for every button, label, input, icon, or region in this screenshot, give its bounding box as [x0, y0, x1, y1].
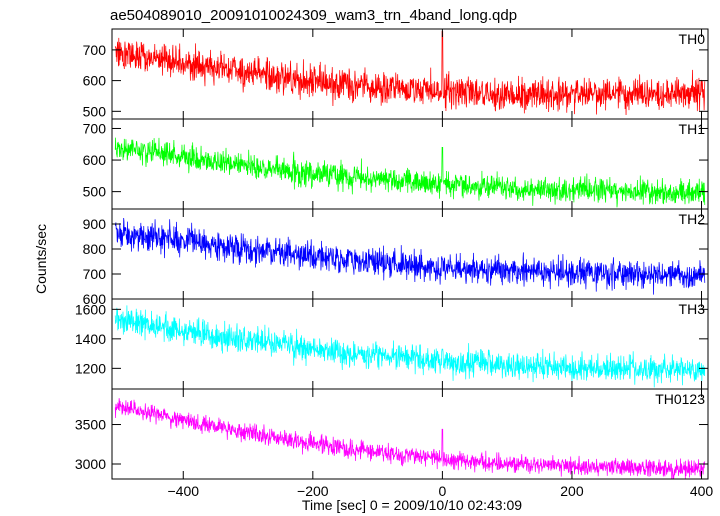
panel-frame-th0123 [111, 388, 709, 480]
series-line-th0 [114, 31, 706, 115]
series-line-th3 [114, 305, 706, 388]
y-tick-label: 700 [83, 42, 107, 58]
x-tick-label: −200 [297, 483, 329, 499]
series-line-th0123 [114, 398, 706, 479]
panel-group: 500 600 700 TH0 500 600 700 TH1 600 700 800 900 TH2 1… [75, 28, 714, 499]
panel-frame-th1 [111, 118, 709, 210]
panel-label-th3: TH3 [679, 301, 706, 317]
y-tick-label: 3500 [75, 417, 106, 433]
y-tick-label: 1400 [75, 331, 106, 347]
x-tick-label: 200 [560, 483, 584, 499]
x-axis-label: Time [sec] 0 = 2009/10/10 02:43:09 [302, 497, 522, 513]
y-tick-label: 500 [83, 103, 107, 119]
y-tick-label: 600 [83, 73, 107, 89]
y-tick-label: 900 [83, 216, 107, 232]
y-tick-label: 600 [83, 291, 107, 307]
panel-label-th2: TH2 [679, 211, 706, 227]
panel-label-th0: TH0 [679, 31, 706, 47]
series-line-th2 [114, 217, 706, 295]
y-tick-label: 600 [83, 152, 107, 168]
x-tick-label: 400 [690, 483, 714, 499]
y-tick-label: 1600 [75, 301, 106, 317]
x-tick-label: 0 [438, 483, 446, 499]
y-tick-label: 800 [83, 241, 107, 257]
y-tick-label: 500 [83, 184, 107, 200]
y-tick-label: 3000 [75, 456, 106, 472]
y-tick-label: 700 [83, 266, 107, 282]
panel-frame-th2 [111, 208, 709, 300]
x-tick-label: −400 [167, 483, 199, 499]
series-line-th1 [114, 137, 706, 208]
panel-label-th1: TH1 [679, 121, 706, 137]
y-tick-label: 1200 [75, 360, 106, 376]
y-tick-label: 700 [83, 120, 107, 136]
y-axis-label: Counts/sec [33, 224, 49, 294]
chart-title: ae504089010_20091010024309_wam3_trn_4ban… [110, 7, 517, 24]
panel-label-th0123: TH0123 [655, 391, 705, 407]
